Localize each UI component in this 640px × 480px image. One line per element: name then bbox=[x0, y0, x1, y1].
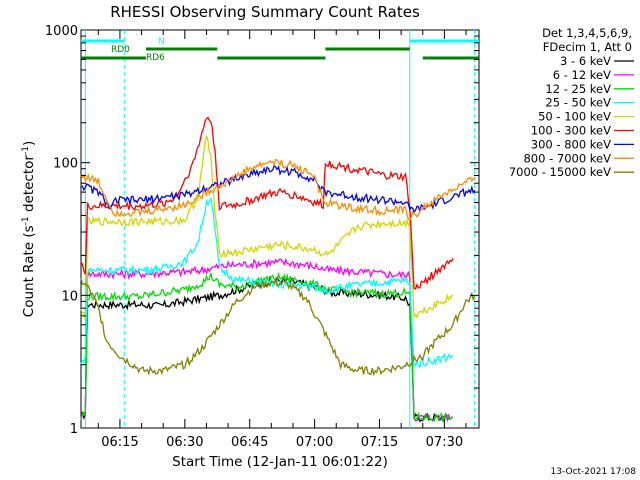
legend-label: 100 - 300 keV bbox=[531, 124, 611, 138]
y-axis-label-sup2: -1 bbox=[21, 146, 31, 155]
x-tick-label: 07:30 bbox=[426, 435, 463, 450]
y-tick-label: 1 bbox=[70, 422, 78, 437]
series-line bbox=[80, 275, 454, 423]
x-tick-label: 06:15 bbox=[101, 435, 138, 450]
y-tick-label: 100 bbox=[53, 157, 78, 172]
series-line bbox=[80, 257, 454, 424]
status-label-n: N bbox=[158, 37, 165, 47]
y-axis: 1 10 100 1000 bbox=[45, 24, 479, 437]
y-axis-label-sup1: -1 bbox=[21, 216, 31, 225]
x-tick-label: 07:15 bbox=[361, 435, 398, 450]
x-tick-label: 06:45 bbox=[231, 435, 268, 450]
legend-label: 25 - 50 keV bbox=[545, 96, 611, 110]
legend: Det 1,3,4,5,6,9, FDecim 1, Att 0 3 - 6 k… bbox=[509, 26, 634, 179]
status-label-rd6: RD6 bbox=[146, 53, 165, 63]
y-tick-label: 1000 bbox=[45, 24, 78, 39]
y-tick-label: 10 bbox=[61, 289, 78, 304]
legend-label: 6 - 12 keV bbox=[553, 68, 611, 82]
series-line bbox=[80, 135, 454, 320]
legend-label: 300 - 800 keV bbox=[531, 137, 611, 151]
legend-label: 3 - 6 keV bbox=[560, 54, 611, 68]
plot-area: N RD0 RD6 bbox=[80, 29, 480, 429]
legend-header-line-1: Det 1,3,4,5,6,9, bbox=[542, 26, 632, 40]
legend-label: 800 - 7000 keV bbox=[523, 151, 611, 165]
chart-title: RHESSI Observing Summary Count Rates bbox=[110, 3, 420, 21]
plot-frame bbox=[80, 29, 480, 429]
legend-label: 50 - 100 keV bbox=[538, 110, 611, 124]
x-axis-label: Start Time (12-Jan-11 06:01:22) bbox=[172, 454, 388, 470]
legend-header-line-2: FDecim 1, Att 0 bbox=[543, 40, 632, 54]
series-line bbox=[80, 277, 476, 377]
y-axis-label-mid: detector bbox=[21, 155, 37, 217]
status-label-rd0: RD0 bbox=[111, 45, 130, 55]
x-tick-label: 06:30 bbox=[166, 435, 203, 450]
date-stamp: 13-Oct-2021 17:08 bbox=[551, 467, 637, 477]
y-axis-label-end: ) bbox=[21, 141, 37, 146]
x-tick-label: 07:00 bbox=[296, 435, 333, 450]
y-axis-label-main: Count Rate (s bbox=[21, 225, 37, 317]
legend-label: 7000 - 15000 keV bbox=[509, 165, 611, 179]
y-axis-label: Count Rate (s-1 detector-1) bbox=[21, 141, 37, 317]
series-line bbox=[80, 164, 476, 214]
x-axis: 06:15 06:30 06:45 07:00 07:15 07:30 bbox=[97, 30, 467, 450]
series-line bbox=[80, 158, 475, 221]
series-line bbox=[80, 116, 454, 290]
series-line bbox=[80, 196, 454, 369]
series-line bbox=[80, 271, 454, 423]
legend-label: 12 - 25 keV bbox=[545, 82, 611, 96]
